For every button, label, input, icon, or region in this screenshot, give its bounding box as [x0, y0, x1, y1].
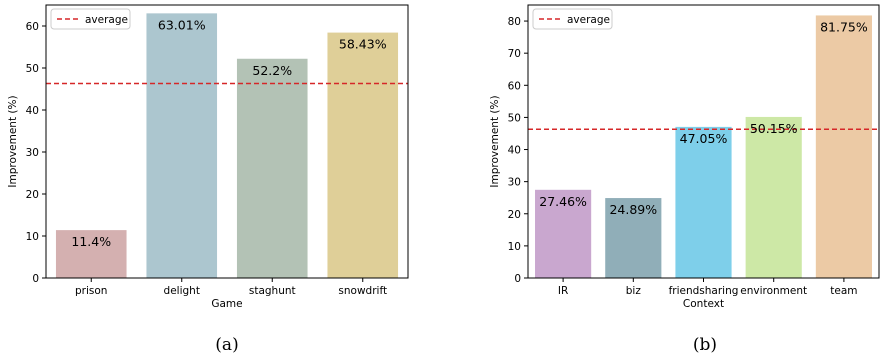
value-label: 52.2%	[252, 63, 292, 78]
y-tick-label: 40	[26, 105, 39, 117]
y-tick-label: 80	[508, 16, 521, 28]
value-label: 11.4%	[71, 234, 111, 249]
x-tick-label: delight	[164, 285, 200, 297]
y-axis-label: Improvement (%)	[489, 95, 501, 187]
legend-label: average	[567, 14, 610, 26]
x-tick-label: staghunt	[249, 285, 296, 297]
y-axis-label: Improvement (%)	[7, 95, 19, 187]
y-tick-label: 30	[26, 147, 39, 159]
x-tick-label: snowdrift	[338, 285, 387, 297]
bar-friendsharing	[675, 126, 732, 278]
sub-caption: (a)	[215, 335, 238, 355]
value-label: 47.05%	[680, 131, 728, 146]
bar-environment	[745, 116, 802, 279]
x-tick-label: IR	[558, 285, 568, 297]
y-tick-label: 30	[508, 177, 521, 189]
sub-caption: (b)	[693, 335, 717, 355]
x-axis-label: Context	[683, 298, 724, 310]
value-label: 81.75%	[820, 19, 868, 34]
bar-team	[815, 15, 872, 279]
bar-snowdrift	[327, 32, 399, 279]
y-tick-label: 0	[32, 273, 39, 285]
y-tick-label: 40	[508, 145, 521, 157]
y-tick-label: 50	[508, 112, 521, 124]
legend-label: average	[85, 14, 128, 26]
y-tick-label: 50	[26, 63, 39, 75]
y-tick-label: 60	[26, 21, 39, 33]
plot-frame	[45, 4, 409, 279]
legend-box	[50, 8, 131, 30]
bar-biz	[605, 198, 662, 278]
chart-panel-1: 27.46% 24.89% 47.05% 50.15% 81.75% 0 10 20 30 40 5…	[489, 4, 880, 355]
value-label: 58.43%	[339, 37, 387, 52]
bar-delight	[146, 13, 218, 278]
chart-panel-0: 11.4% 63.01% 52.2% 58.43% 0 10 20 30 40 50 60 priso…	[7, 4, 409, 355]
y-tick-label: 20	[508, 209, 521, 221]
y-tick-label: 10	[508, 241, 521, 253]
x-tick-label: prison	[75, 285, 107, 297]
bar-IR	[535, 189, 592, 278]
x-axis-label: Game	[211, 298, 242, 310]
x-tick-label: friendsharing	[669, 285, 739, 297]
bar-staghunt	[236, 58, 308, 279]
y-tick-label: 60	[508, 80, 521, 92]
y-tick-label: 10	[26, 231, 39, 243]
legend-box	[532, 8, 613, 30]
value-label: 50.15%	[750, 121, 798, 136]
value-label: 63.01%	[158, 17, 206, 32]
x-tick-label: environment	[740, 285, 807, 297]
bar-prison	[55, 230, 127, 278]
value-label: 24.89%	[609, 202, 657, 217]
y-tick-label: 70	[508, 48, 521, 60]
value-label: 27.46%	[539, 194, 587, 209]
y-tick-label: 20	[26, 189, 39, 201]
y-tick-label: 0	[514, 273, 521, 285]
x-tick-label: team	[830, 285, 857, 297]
x-tick-label: biz	[626, 285, 642, 297]
